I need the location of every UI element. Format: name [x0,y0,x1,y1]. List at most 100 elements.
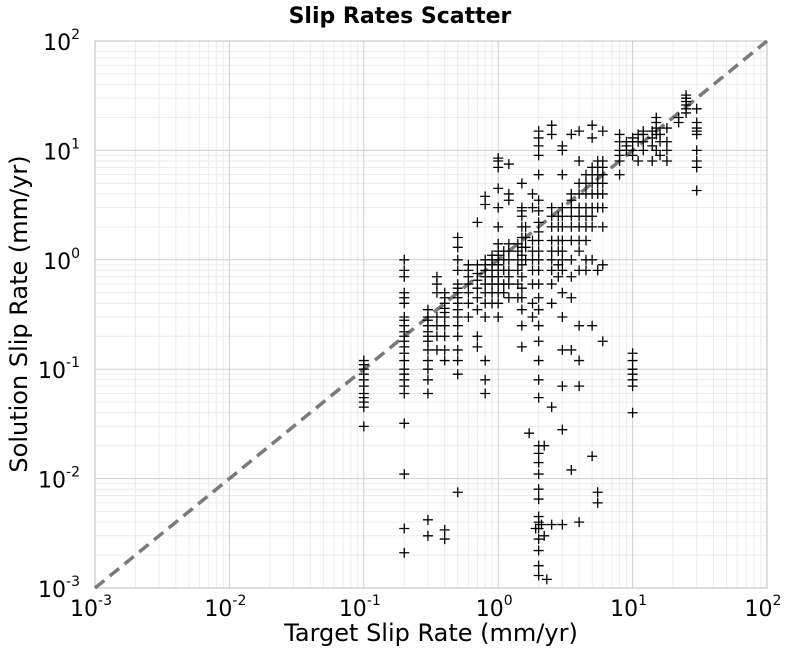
data-point [439,320,450,331]
data-point [493,202,504,213]
data-point [533,169,544,180]
data-point [452,242,463,253]
data-point [399,547,410,558]
data-point [541,574,552,585]
data-point [592,487,603,498]
data-point [557,287,568,298]
data-point [557,246,568,257]
data-point [516,320,527,331]
data-point [516,178,527,189]
data-point [503,159,514,170]
data-point [566,129,577,140]
data-point [587,221,598,232]
data-point [655,129,666,140]
data-point [597,156,608,167]
data-point [527,202,538,213]
data-point [422,388,433,399]
plot-frame [94,40,768,589]
x-tick-label: 10-2 [204,593,246,622]
data-point [587,211,598,222]
data-point [493,221,504,232]
data-point [472,341,483,352]
data-point [557,235,568,246]
data-point [493,238,504,249]
data-point [399,418,410,429]
data-point [480,374,491,385]
data-point [358,402,369,413]
data-point [546,402,557,413]
data-point [516,283,527,294]
data-point [480,199,491,210]
data-point [533,374,544,385]
data-point [527,312,538,323]
data-point [627,381,638,392]
data-point [463,287,474,298]
data-point [574,517,585,528]
data-point [597,126,608,137]
data-point [422,355,433,366]
data-point [691,162,702,173]
data-point [574,246,585,257]
data-point [533,494,544,505]
data-point [557,424,568,435]
data-point [553,259,564,270]
data-point [520,232,531,243]
data-point [661,156,672,167]
data-point [422,364,433,375]
data-point [533,292,544,303]
data-point [533,392,544,403]
data-point [597,259,608,270]
data-point [574,126,585,137]
data-point [546,519,557,530]
data-point [503,238,514,249]
data-point [422,530,433,541]
data-point [480,355,491,366]
data-point [533,279,544,290]
data-point [422,374,433,385]
data-point [452,232,463,243]
x-axis-label: Target Slip Rate (mm/yr) [283,619,578,647]
data-point [358,421,369,432]
data-point [557,145,568,156]
data-point [557,169,568,180]
data-point [574,381,585,392]
data-point [627,407,638,418]
y-tick-label: 100 [43,246,80,275]
data-point [597,336,608,347]
x-tick-label: 100 [476,593,513,622]
data-point [691,145,702,156]
data-point [597,178,608,189]
data-point [452,355,463,366]
data-point [651,145,662,156]
data-point [503,265,514,276]
data-point [530,523,541,534]
data-point [661,123,672,134]
data-point [452,279,463,290]
data-point [472,268,483,279]
data-point [533,246,544,257]
reference-line [93,39,769,590]
data-point [399,388,410,399]
data-point [587,451,598,462]
data-point [512,279,523,290]
data-point [533,217,544,228]
data-point [533,355,544,366]
y-tick-label: 102 [43,27,80,56]
data-point [546,265,557,276]
data-point [566,464,577,475]
data-point [516,259,527,270]
data-point [533,235,544,246]
data-point [533,150,544,161]
data-point [557,211,568,222]
y-tick-label: 10-2 [38,465,80,494]
data-point [592,497,603,508]
data-point [557,381,568,392]
data-point [546,298,557,309]
data-point [422,304,433,315]
data-point [681,107,692,118]
data-point [472,292,483,303]
data-point [574,355,585,366]
data-point [597,221,608,232]
data-point [597,202,608,213]
